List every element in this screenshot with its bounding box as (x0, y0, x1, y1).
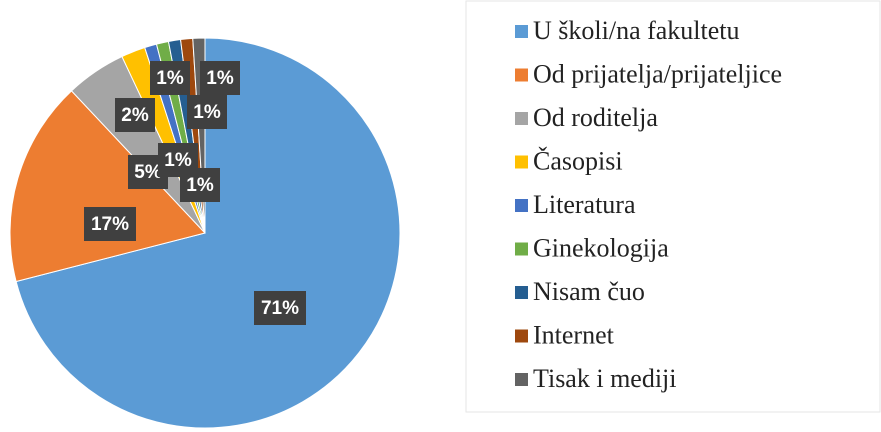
legend-swatch (515, 242, 528, 256)
legend-label: Nisam čuo (533, 277, 645, 306)
legend-swatch (515, 112, 528, 125)
legend-swatch (515, 25, 528, 38)
legend-frame (465, 0, 881, 413)
data-label: 1% (164, 150, 192, 171)
data-label-box (200, 61, 240, 95)
legend-label: Tisak i mediji (533, 364, 677, 393)
legend-swatch (515, 373, 528, 386)
data-label: 17% (91, 214, 129, 235)
pie-slice (15, 37, 401, 429)
data-label-box (187, 95, 227, 129)
legend-label: U školi/na fakultetu (533, 16, 740, 45)
legend-swatch (515, 68, 528, 82)
legend-label: Ginekologija (533, 233, 669, 262)
legend-swatch (515, 329, 528, 343)
data-label: 1% (193, 102, 221, 123)
data-label: 1% (156, 68, 184, 89)
data-label: 2% (121, 105, 149, 126)
legend-label: Od prijatelja/prijateljice (533, 59, 782, 88)
legend-swatch (515, 286, 528, 299)
data-label: 5% (134, 162, 162, 183)
legend-label: Časopisi (533, 146, 623, 175)
legend-swatch (515, 155, 528, 169)
legend-label: Od roditelja (533, 103, 658, 132)
legend-label: Internet (533, 320, 615, 349)
data-label-box (254, 291, 306, 325)
data-label: 71% (261, 298, 299, 319)
legend-swatch (515, 199, 528, 212)
pie-slice (9, 90, 206, 283)
data-label: 1% (186, 175, 214, 196)
data-label-box (84, 207, 136, 241)
data-label-box (115, 98, 155, 132)
legend-label: Literatura (533, 190, 636, 219)
data-label-box (150, 61, 190, 95)
data-label-box (180, 168, 220, 202)
data-label: 1% (206, 68, 234, 89)
